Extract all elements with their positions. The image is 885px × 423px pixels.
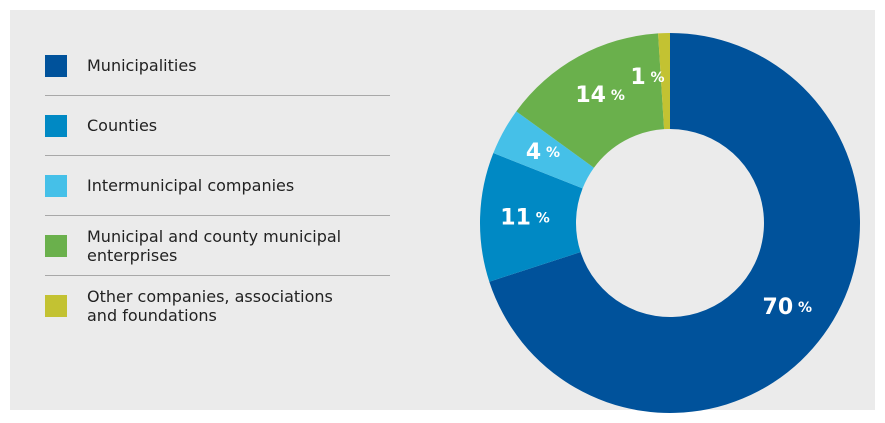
legend-label: Other companies, associations and founda… — [87, 287, 333, 325]
legend: Municipalities Counties Intermunicipal com… — [45, 36, 390, 336]
legend-label: Municipal and county municipal enterpris… — [87, 226, 342, 265]
legend-item: Counties — [45, 96, 390, 156]
legend-swatch — [45, 114, 67, 137]
donut-slice — [516, 33, 665, 168]
legend-item: Municipal and county municipal enterpris… — [45, 216, 390, 276]
donut-slice — [493, 111, 594, 189]
legend-swatch — [45, 54, 67, 77]
legend-item: Municipalities — [45, 36, 390, 96]
donut-slice — [658, 33, 670, 130]
donut-slice — [489, 33, 860, 414]
legend-swatch — [45, 295, 67, 317]
legend-swatch — [45, 174, 67, 197]
value-label: 4 % — [526, 140, 560, 165]
legend-label: Municipalities — [87, 56, 197, 75]
value-label: 1 % — [630, 65, 664, 90]
value-label: 14 % — [575, 83, 625, 108]
value-label: 70 % — [763, 295, 813, 320]
legend-swatch — [45, 234, 67, 257]
donut-slice — [480, 153, 583, 282]
legend-label: Intermunicipal companies — [87, 176, 295, 195]
value-label: 11 % — [500, 205, 550, 230]
legend-item: Intermunicipal companies — [45, 156, 390, 216]
legend-label: Counties — [87, 116, 158, 135]
legend-item: Other companies, associations and founda… — [45, 276, 390, 336]
